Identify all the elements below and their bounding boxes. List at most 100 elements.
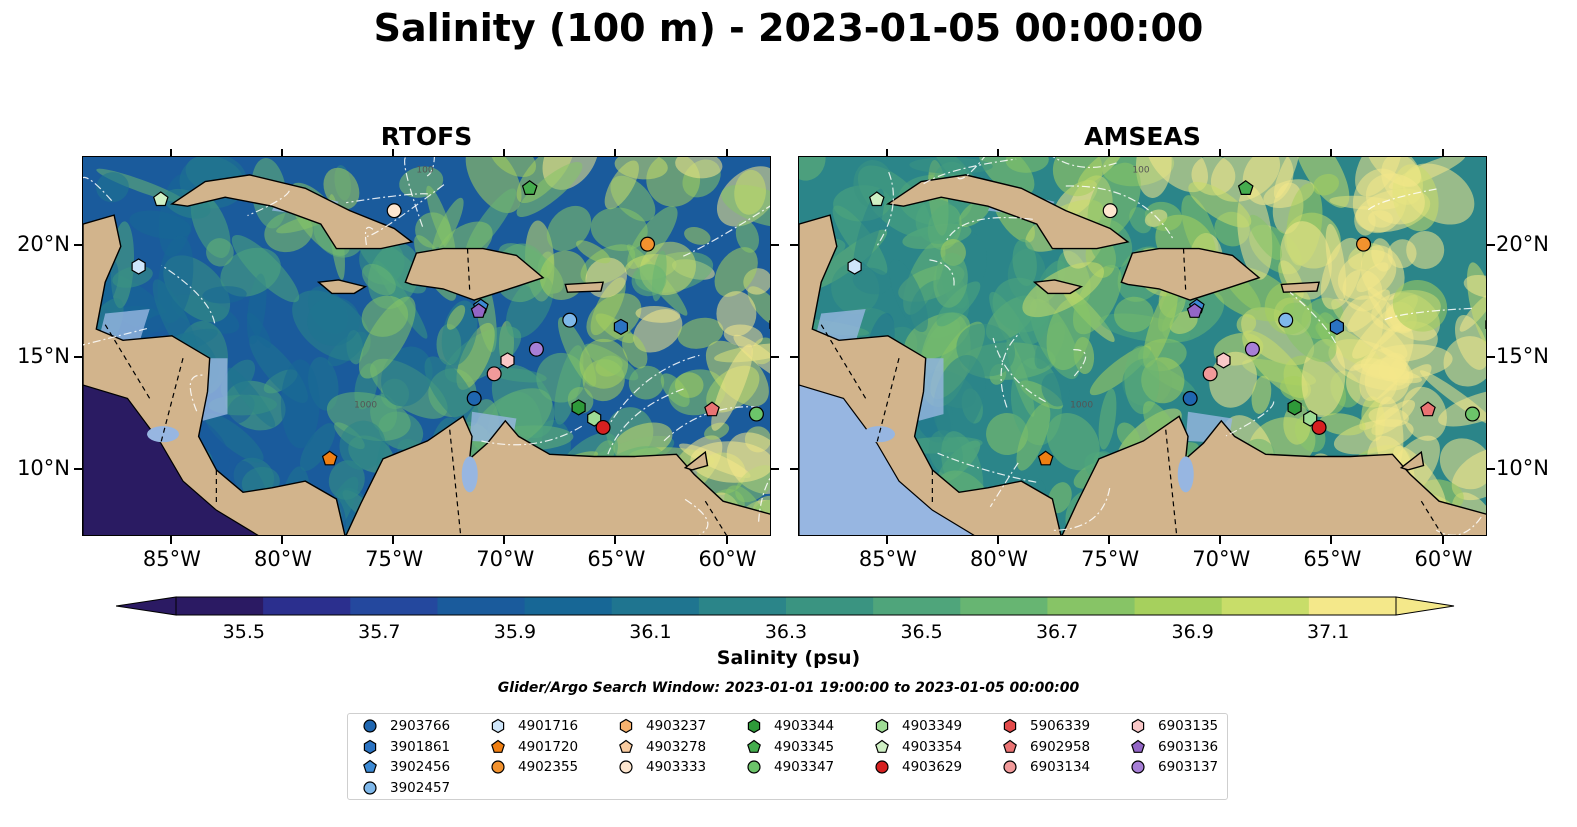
colorbar-segment bbox=[524, 597, 613, 615]
colorbar-tick-label: 36.1 bbox=[629, 621, 672, 643]
x-tick-mark bbox=[169, 536, 172, 544]
contour-label: 1000 bbox=[1070, 400, 1093, 410]
colorbar-tick-label: 36.5 bbox=[900, 621, 943, 643]
y-tick-mark bbox=[74, 467, 82, 470]
colorbar-tick-label: 36.9 bbox=[1171, 621, 1214, 643]
colorbar-segment bbox=[786, 597, 874, 615]
float-marker-6903137 bbox=[528, 341, 544, 357]
map-panel-amseas[interactable]: 100 1000 bbox=[798, 156, 1487, 536]
colorbar-segment bbox=[350, 597, 439, 615]
hexagon-marker-icon bbox=[363, 739, 377, 754]
legend-marker bbox=[1003, 760, 1017, 774]
x-tick-label: 75°W bbox=[365, 547, 424, 571]
contour-label: 1000 bbox=[354, 400, 377, 410]
x-tick-label: 70°W bbox=[476, 547, 535, 571]
float-marker-6903134 bbox=[486, 366, 502, 382]
legend-label: 6903134 bbox=[1030, 759, 1091, 775]
float-marker-4903333 bbox=[1102, 203, 1118, 219]
eez-boundary bbox=[1050, 487, 1111, 531]
legend-item-4903349: 4903349 bbox=[874, 716, 962, 736]
y-tick-label-left: 10°N bbox=[17, 455, 70, 480]
puerto-rico-land bbox=[564, 281, 605, 293]
map-panel-rtofs[interactable]: 100 1000 bbox=[82, 156, 771, 536]
y-tick-label-left: 20°N bbox=[17, 232, 70, 257]
x-tick-label: 75°W bbox=[1081, 547, 1140, 571]
float-marker-6903134 bbox=[1202, 366, 1218, 382]
eez-boundary bbox=[83, 328, 148, 346]
x-tick-label: 80°W bbox=[254, 547, 313, 571]
colorbar-tick-label: 37.1 bbox=[1307, 621, 1350, 643]
country-border bbox=[704, 500, 728, 535]
colorbar-tick-label: 36.7 bbox=[1035, 621, 1079, 643]
legend-label: 3902457 bbox=[390, 779, 451, 796]
y-tick-mark bbox=[790, 244, 798, 247]
legend-marker bbox=[875, 760, 889, 774]
circle-marker-icon bbox=[747, 760, 761, 774]
float-marker-3901861 bbox=[1329, 318, 1345, 336]
legend-item-6903134: 6903134 bbox=[1002, 757, 1090, 777]
legend-marker bbox=[619, 760, 633, 774]
legend-item-3902456: 3902456 bbox=[362, 757, 450, 777]
colorbar-segment bbox=[437, 597, 526, 615]
hispaniola-land bbox=[404, 247, 545, 301]
legend-marker bbox=[1131, 718, 1145, 734]
jamaica-land bbox=[316, 279, 368, 295]
main-title: Salinity (100 m) - 2023-01-05 00:00:00 bbox=[373, 6, 1204, 50]
float-marker-6902958 bbox=[704, 401, 720, 417]
hexagon-marker-icon bbox=[747, 718, 761, 734]
legend-item-4902355: 4902355 bbox=[490, 757, 578, 777]
x-tick-mark bbox=[885, 536, 888, 544]
y-tick-mark bbox=[1487, 467, 1495, 470]
float-marker-3902457 bbox=[562, 312, 578, 328]
colorbar-tick-label: 36.3 bbox=[764, 621, 808, 643]
circle-marker-icon bbox=[619, 760, 633, 774]
legend-marker bbox=[619, 718, 633, 734]
lake-nicaragua bbox=[147, 426, 180, 443]
colorbar-segment bbox=[263, 597, 351, 615]
x-tick-mark bbox=[1330, 536, 1333, 544]
float-marker-4903333 bbox=[386, 203, 402, 219]
legend-label: 4903345 bbox=[774, 738, 835, 755]
legend-marker bbox=[875, 718, 889, 734]
float-marker-6903136 bbox=[470, 302, 487, 318]
x-tick-mark bbox=[725, 536, 728, 544]
x-tick-label: 60°W bbox=[698, 547, 757, 571]
legend-item-4903347: 4903347 bbox=[746, 757, 834, 777]
legend-label: 6903137 bbox=[1158, 759, 1219, 775]
x-tick-mark bbox=[1108, 149, 1111, 157]
y-tick-mark bbox=[771, 244, 779, 247]
colorbar-tick-label: 35.5 bbox=[222, 621, 265, 643]
float-marker-4903347 bbox=[748, 406, 764, 422]
x-tick-mark bbox=[1441, 149, 1444, 157]
legend-item-6903137: 6903137 bbox=[1130, 757, 1218, 777]
x-tick-label: 80°W bbox=[970, 547, 1029, 571]
cuba-land bbox=[170, 174, 414, 250]
legend-item-4903278: 4903278 bbox=[618, 737, 706, 757]
x-tick-label: 60°W bbox=[1414, 547, 1473, 571]
country-border bbox=[466, 248, 471, 292]
country-border bbox=[1420, 500, 1444, 535]
legend-item-4903237: 4903237 bbox=[618, 716, 706, 736]
pacific-ocean bbox=[83, 384, 259, 535]
x-tick-mark bbox=[392, 149, 395, 157]
y-tick-mark bbox=[790, 356, 798, 359]
eez-boundary bbox=[686, 534, 688, 535]
float-marker-4903629 bbox=[595, 419, 611, 435]
float-marker-3901861 bbox=[613, 318, 629, 336]
float-marker-6903135 bbox=[1216, 352, 1231, 369]
eez-boundary bbox=[83, 176, 113, 202]
x-tick-mark bbox=[614, 149, 617, 157]
contour-label: 100 bbox=[1132, 166, 1149, 176]
colorbar-segment bbox=[1047, 597, 1136, 615]
legend-item-4903629: 4903629 bbox=[874, 757, 962, 777]
legend-item-4903344: 4903344 bbox=[746, 716, 834, 736]
x-tick-mark bbox=[997, 149, 1000, 157]
legend-label: 4903354 bbox=[902, 738, 963, 755]
trinidad-land bbox=[1399, 450, 1425, 471]
float-marker-4903354 bbox=[152, 191, 169, 207]
rtofs-salinity-map: 100 1000 bbox=[83, 157, 770, 535]
float-marker-5906339 bbox=[769, 320, 770, 330]
legend-marker bbox=[363, 719, 377, 733]
eez-boundary bbox=[189, 374, 204, 412]
x-tick-mark bbox=[169, 149, 172, 157]
